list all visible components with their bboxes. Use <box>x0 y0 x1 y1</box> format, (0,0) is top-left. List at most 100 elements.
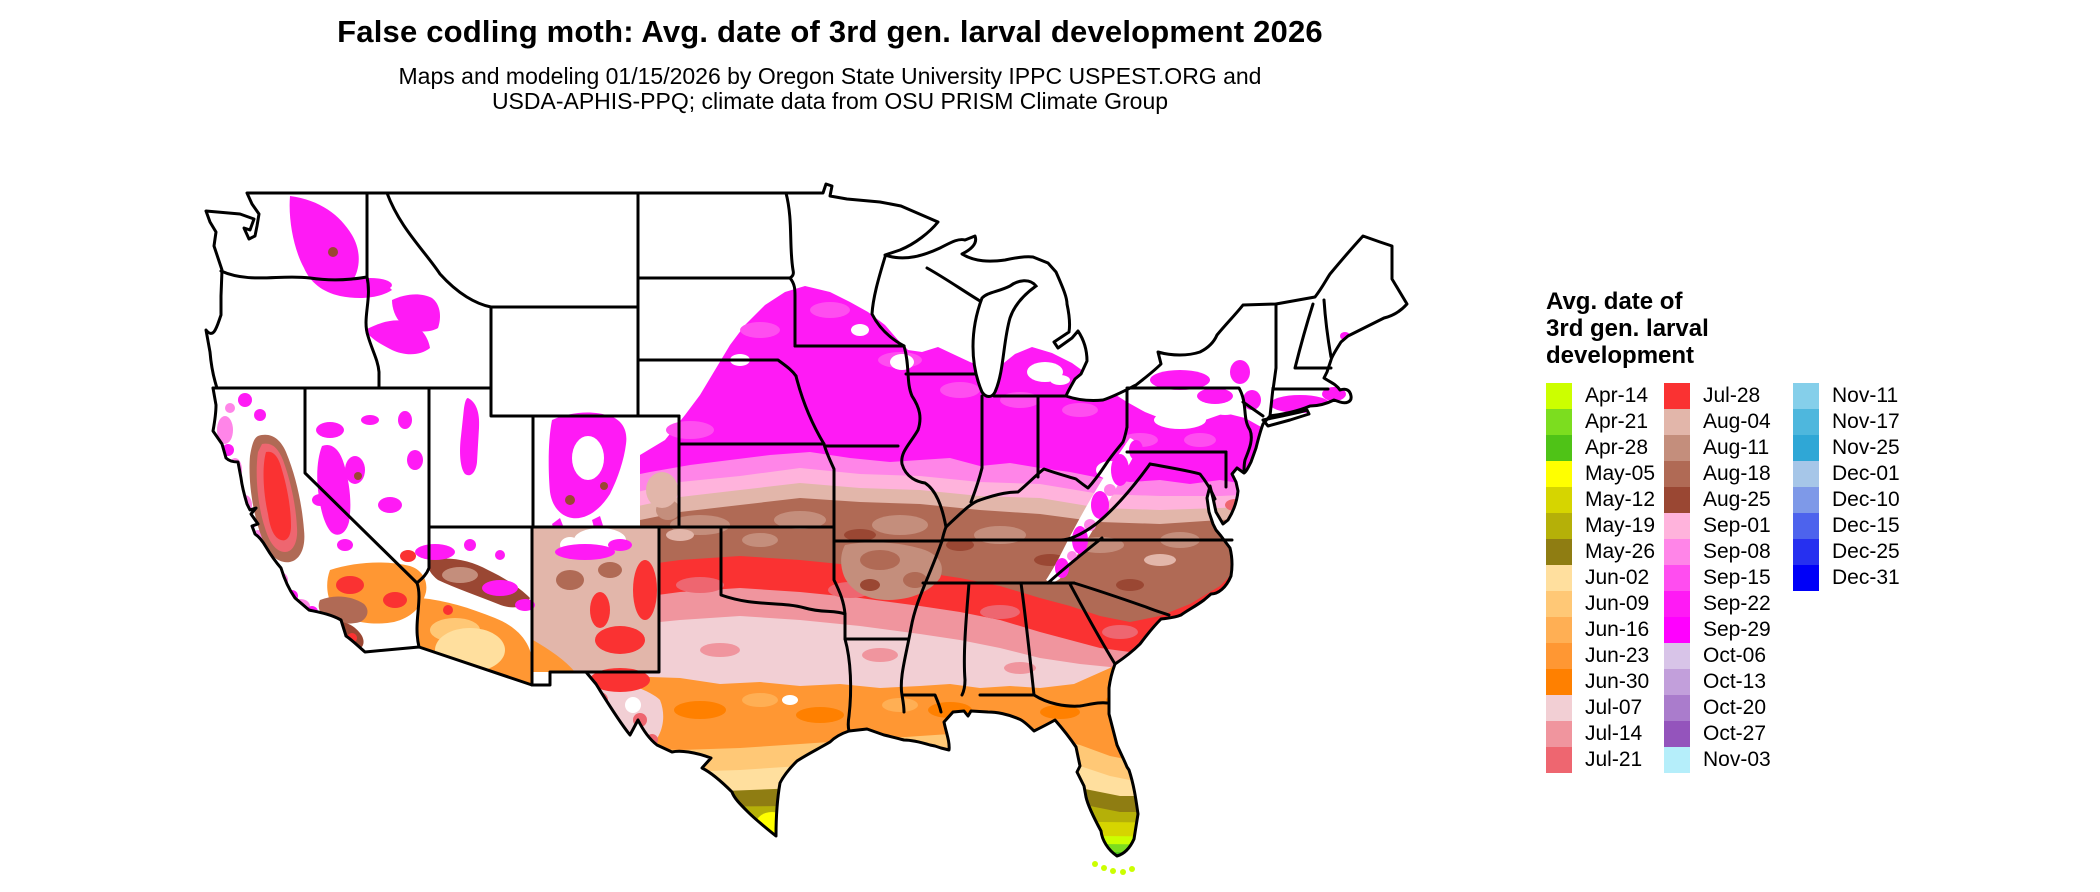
legend-title: Avg. date of 3rd gen. larval development <box>1546 288 2086 369</box>
legend-swatch <box>1664 487 1690 513</box>
legend-swatch <box>1664 409 1690 435</box>
legend-swatch <box>1546 747 1572 773</box>
legend-label: Jul-14 <box>1585 722 1643 745</box>
legend-label: Oct-06 <box>1703 644 1767 667</box>
legend-label: Dec-15 <box>1832 514 1900 537</box>
legend-label: Oct-13 <box>1703 670 1767 693</box>
legend-label: Aug-18 <box>1703 462 1771 485</box>
legend-swatch <box>1664 539 1690 565</box>
legend-swatch <box>1664 643 1690 669</box>
legend-swatch <box>1664 721 1690 747</box>
legend-label: May-19 <box>1585 514 1656 537</box>
legend-swatch <box>1546 539 1572 565</box>
legend-label: Apr-28 <box>1585 436 1649 459</box>
legend-label: Oct-20 <box>1703 696 1767 719</box>
legend-label: Sep-15 <box>1703 566 1771 589</box>
legend-label: Aug-25 <box>1703 488 1771 511</box>
legend-swatch <box>1793 487 1819 513</box>
legend-item: Jun-16 <box>1546 617 1655 643</box>
legend-item: Oct-06 <box>1664 643 1771 669</box>
legend-swatch <box>1546 721 1572 747</box>
legend-label: Jun-30 <box>1585 670 1650 693</box>
legend-item: Oct-20 <box>1664 695 1771 721</box>
map-raster <box>206 184 1407 856</box>
legend-label: Jul-21 <box>1585 748 1643 771</box>
florida-keys-dots <box>1092 861 1135 875</box>
legend-swatch <box>1793 435 1819 461</box>
legend-swatch <box>1664 383 1690 409</box>
legend-item: Jun-30 <box>1546 669 1655 695</box>
header: False codling moth: Avg. date of 3rd gen… <box>120 14 1540 114</box>
legend-label: Sep-01 <box>1703 514 1771 537</box>
legend-label: May-12 <box>1585 488 1656 511</box>
legend-label: Nov-17 <box>1832 410 1900 433</box>
legend-label: Aug-11 <box>1703 436 1770 459</box>
legend-label: Nov-03 <box>1703 748 1771 771</box>
legend-item: May-05 <box>1546 461 1655 487</box>
legend-item: Jun-23 <box>1546 643 1655 669</box>
state-borders <box>204 182 1409 858</box>
legend-label: May-05 <box>1585 462 1656 485</box>
legend-item: Oct-13 <box>1664 669 1771 695</box>
legend-title-line-1: Avg. date of <box>1546 288 1683 315</box>
legend-title-line-2: 3rd gen. larval <box>1546 315 1709 342</box>
legend-item: Sep-22 <box>1664 591 1771 617</box>
legend-item: Nov-03 <box>1664 747 1771 773</box>
legend-swatch <box>1546 565 1572 591</box>
legend-swatch <box>1664 669 1690 695</box>
legend-swatch <box>1664 591 1690 617</box>
legend-label: Apr-21 <box>1585 410 1649 433</box>
legend-title-line-3: development <box>1546 342 1695 369</box>
legend-item: Sep-08 <box>1664 539 1771 565</box>
legend-item: Aug-18 <box>1664 461 1771 487</box>
legend-swatch <box>1793 461 1819 487</box>
legend-swatch <box>1664 565 1690 591</box>
legend-label: Oct-27 <box>1703 722 1767 745</box>
legend-item: Jul-21 <box>1546 747 1655 773</box>
legend-swatch <box>1546 461 1572 487</box>
legend-item: Sep-15 <box>1664 565 1771 591</box>
legend-item: Apr-21 <box>1546 409 1655 435</box>
legend-swatch <box>1546 695 1572 721</box>
legend-swatch <box>1546 409 1572 435</box>
legend-swatch <box>1546 383 1572 409</box>
legend-label: Sep-29 <box>1703 618 1771 641</box>
legend-label: Sep-08 <box>1703 540 1771 563</box>
legend-item: Oct-27 <box>1664 721 1771 747</box>
legend-item: Aug-25 <box>1664 487 1771 513</box>
legend-item: Sep-01 <box>1664 513 1771 539</box>
legend-label: Jun-02 <box>1585 566 1650 589</box>
legend-column-1: Apr-14 Apr-21 Apr-28 May-05 May-12 May-19 May-… <box>1546 383 1655 773</box>
legend-swatch <box>1793 539 1819 565</box>
legend-item: Jun-09 <box>1546 591 1655 617</box>
legend-swatch <box>1664 461 1690 487</box>
legend-label: Apr-14 <box>1585 384 1649 407</box>
legend-item: Nov-25 <box>1793 435 1900 461</box>
legend-label: Jul-07 <box>1585 696 1643 719</box>
legend-column-3: Nov-11 Nov-17 Nov-25 Dec-01 Dec-10 Dec-15 Dec-… <box>1793 383 1900 591</box>
legend-item: Aug-04 <box>1664 409 1771 435</box>
legend-item: Dec-31 <box>1793 565 1900 591</box>
legend-label: Dec-31 <box>1832 566 1900 589</box>
legend-label: Dec-10 <box>1832 488 1900 511</box>
legend-swatch <box>1546 617 1572 643</box>
legend-swatch <box>1664 695 1690 721</box>
legend-item: May-26 <box>1546 539 1655 565</box>
legend-label: Nov-25 <box>1832 436 1900 459</box>
lake-michigan <box>971 279 1039 398</box>
legend-label: Aug-04 <box>1703 410 1771 433</box>
legend-label: Jun-09 <box>1585 592 1650 615</box>
legend-item: Jul-14 <box>1546 721 1655 747</box>
legend-label: Sep-22 <box>1703 592 1771 615</box>
legend-column-2: Jul-28 Aug-04 Aug-11 Aug-18 Aug-25 Sep-01 Sep-… <box>1664 383 1771 773</box>
legend-item: Jul-07 <box>1546 695 1655 721</box>
legend-label: May-26 <box>1585 540 1656 563</box>
legend-item: Dec-25 <box>1793 539 1900 565</box>
legend-swatch <box>1793 409 1819 435</box>
legend-item: Aug-11 <box>1664 435 1771 461</box>
legend-label: Jun-23 <box>1585 644 1650 667</box>
legend-label: Dec-25 <box>1832 540 1900 563</box>
legend-item: Nov-11 <box>1793 383 1900 409</box>
legend-item: Dec-15 <box>1793 513 1900 539</box>
